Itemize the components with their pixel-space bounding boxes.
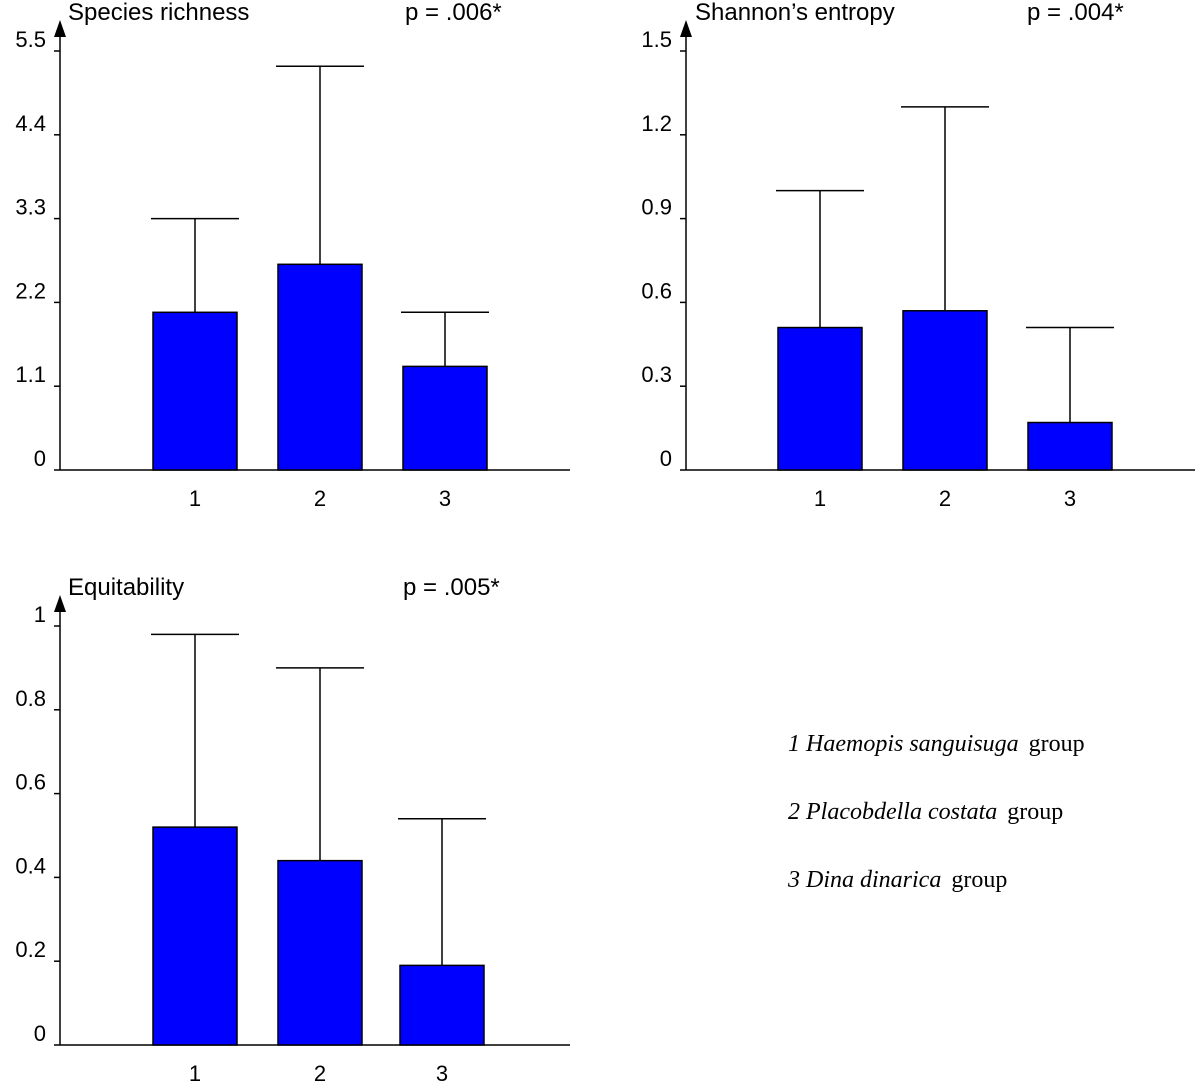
y-tick-label: 0.3 [641, 362, 672, 387]
legend-item-1-number: 1 [788, 731, 800, 757]
p-value-annotation: p = .005* [403, 574, 500, 601]
legend-item-1: 1 Haemopis sanguisuga group [788, 731, 1085, 758]
y-tick-label: 0.2 [15, 937, 46, 962]
x-tick-label: 2 [314, 1061, 326, 1081]
x-tick-label: 3 [439, 486, 451, 511]
bar-3 [1027, 421, 1113, 471]
y-tick-label: 0.8 [15, 686, 46, 711]
p-value-annotation: p = .006* [405, 0, 502, 26]
legend-item-2-species: Placobdella costata [806, 799, 998, 825]
legend-item-3-species: Dina dinarica [806, 867, 942, 893]
y-axis-arrow [54, 595, 66, 612]
legend-item-2: 2 Placobdella costata group [788, 799, 1063, 826]
chart-panel-3: Equitability p = .005* 0 0.2 0.4 0.6 0.8 1 1 2 3 [15, 574, 570, 1081]
x-tick-label: 2 [314, 486, 326, 511]
chart-title: Species richness [68, 0, 249, 26]
bar-1 [152, 826, 238, 1046]
legend-item-2-number: 2 [788, 799, 800, 825]
y-axis-arrow [54, 20, 66, 37]
y-tick-label: 2.2 [15, 278, 46, 303]
y-tick-label: 1.5 [641, 27, 672, 52]
bar-3 [399, 964, 485, 1046]
legend-item-3-number: 3 [788, 867, 800, 893]
legend-item-1-group: group [1028, 731, 1085, 757]
legend-item-3: 3 Dina dinarica group [788, 867, 1007, 894]
legend-item-1-species: Haemopis sanguisuga [806, 731, 1019, 757]
chart-title: Shannon’s entropy [695, 0, 895, 26]
y-tick-label: 1.2 [641, 111, 672, 136]
y-tick-label: 5.5 [15, 27, 46, 52]
legend-item-3-group: group [951, 867, 1008, 893]
y-axis-arrow [680, 20, 692, 37]
chart-title: Equitability [68, 574, 184, 601]
chart-panel-2: Shannon’s entropy p = .004* 0 0.3 0.6 0.9 1.2 1… [641, 0, 1195, 511]
y-tick-label: 0.6 [641, 278, 672, 303]
bar-1 [777, 326, 863, 471]
legend-item-2-group: group [1007, 799, 1064, 825]
y-tick-label: 0 [34, 1021, 46, 1046]
x-tick-label: 2 [939, 486, 951, 511]
x-tick-label: 1 [189, 486, 201, 511]
x-tick-label: 1 [814, 486, 826, 511]
y-tick-label: 0 [660, 446, 672, 471]
chart-panel-1: Species richness p = .006* 0 1.1 2.2 3.3 4.4 5.… [15, 0, 570, 511]
y-tick-label: 0.6 [15, 770, 46, 795]
y-tick-label: 1.1 [15, 362, 46, 387]
p-value-annotation: p = .004* [1027, 0, 1124, 26]
bar-1 [152, 311, 238, 471]
y-tick-label: 4.4 [15, 111, 46, 136]
x-tick-label: 3 [1064, 486, 1076, 511]
y-tick-label: 0 [34, 446, 46, 471]
y-tick-label: 0.4 [15, 853, 46, 878]
y-tick-label: 3.3 [15, 195, 46, 220]
bar-2 [277, 859, 363, 1046]
bar-2 [902, 310, 988, 471]
y-tick-label: 0.9 [641, 195, 672, 220]
y-tick-label: 1 [34, 602, 46, 627]
bar-3 [402, 365, 488, 471]
x-tick-label: 3 [436, 1061, 448, 1081]
x-tick-label: 1 [189, 1061, 201, 1081]
bar-2 [277, 263, 363, 471]
